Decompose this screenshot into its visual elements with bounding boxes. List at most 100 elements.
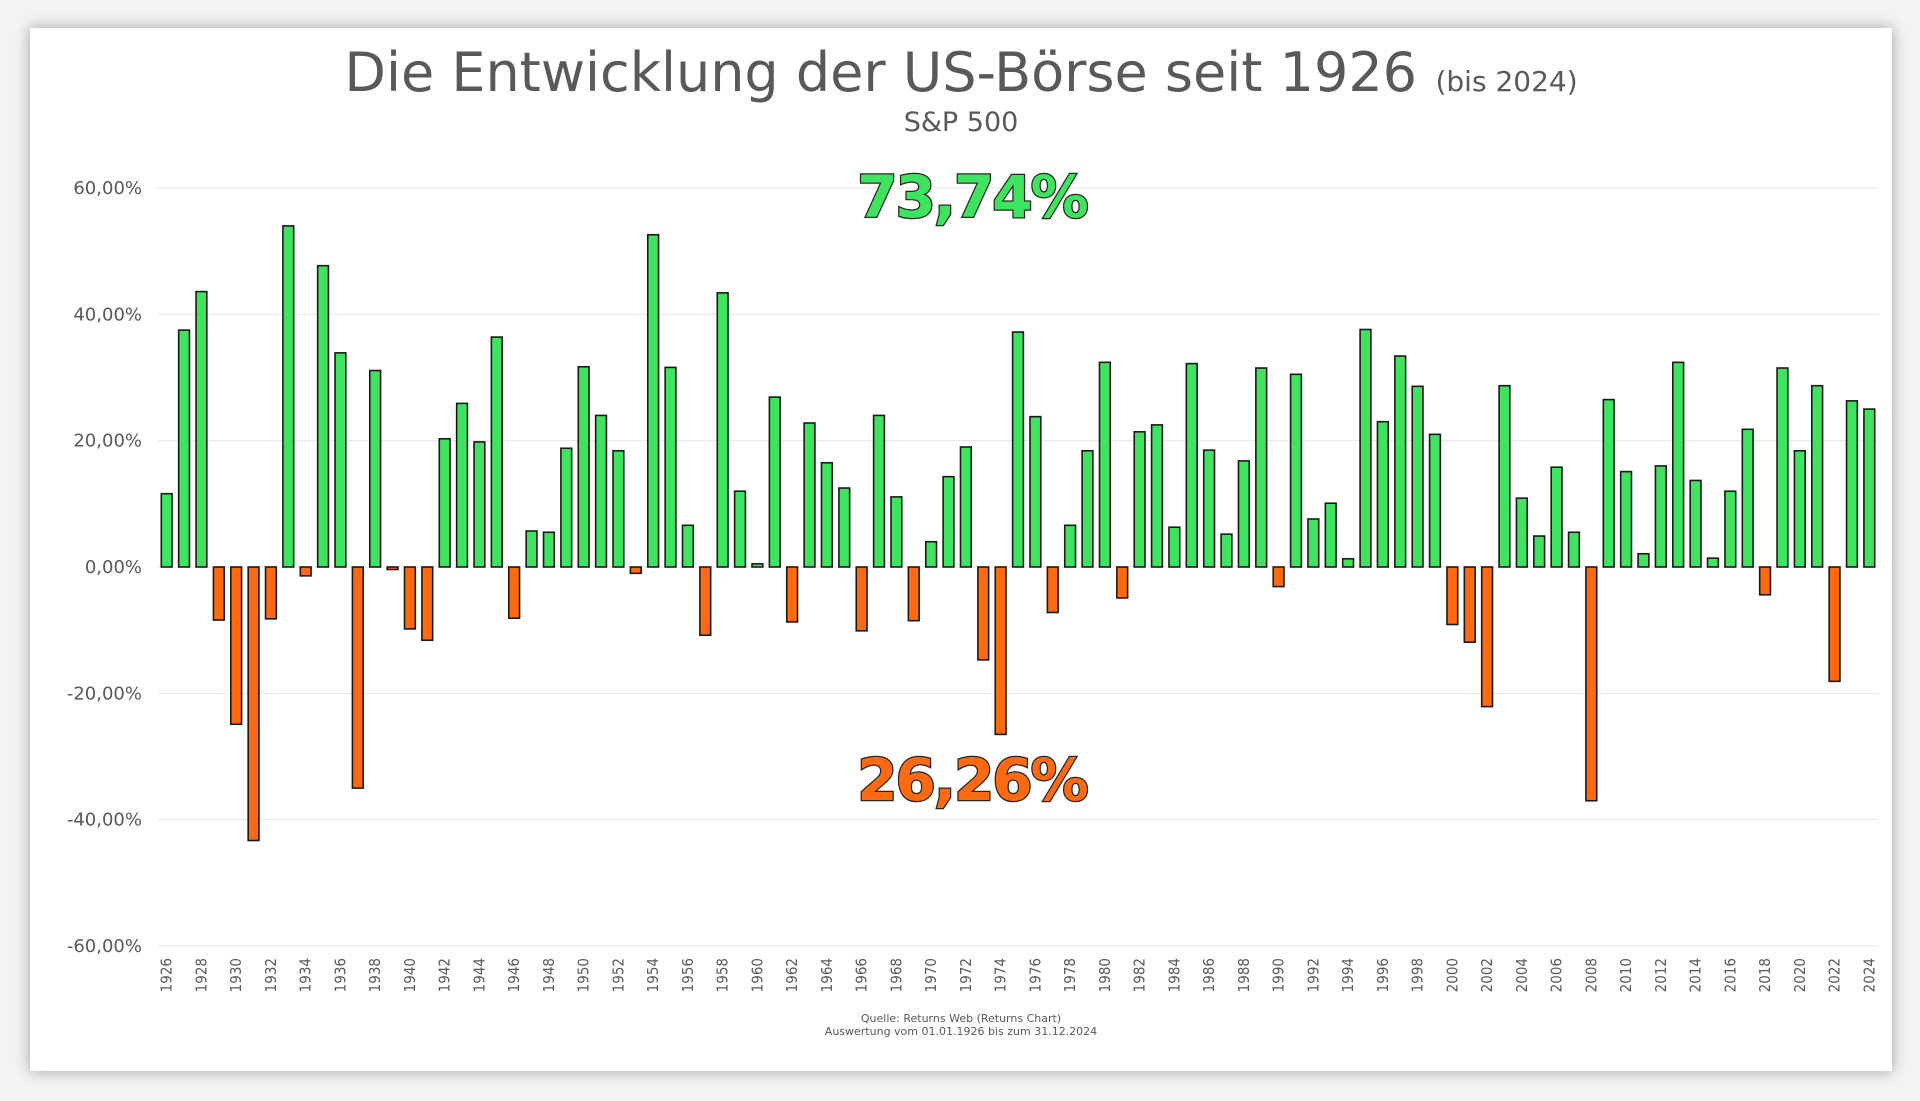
bar-1969: [907, 566, 920, 622]
chart-title-main: Die Entwicklung der US-Börse seit 1926: [344, 41, 1417, 104]
x-tick-label: 2004: [1513, 958, 1531, 992]
x-tick-label: 1958: [714, 958, 732, 992]
bar-1988: [1237, 460, 1251, 568]
bar-1998: [1411, 385, 1424, 568]
bar-1989: [1255, 367, 1268, 568]
bar-1942: [438, 437, 451, 568]
bar-1990: [1272, 566, 1285, 588]
x-tick-label: 1994: [1339, 958, 1357, 992]
bar-2007: [1567, 531, 1581, 568]
x-tick-label: 1972: [957, 958, 975, 992]
bar-1929: [212, 566, 225, 621]
chart: Die Entwicklung der US-Börse seit 1926 (…: [67, 41, 1879, 1038]
bar-2015: [1706, 557, 1720, 568]
bar-2020: [1793, 449, 1807, 568]
bar-1983: [1150, 424, 1164, 568]
bar-1945: [490, 336, 503, 568]
bar-1953: [629, 566, 642, 575]
bar-2021: [1811, 384, 1824, 568]
x-tick-label: 2020: [1791, 958, 1809, 992]
x-tick-label: 1992: [1304, 958, 1322, 992]
x-tick-label: 1976: [1026, 958, 1044, 992]
bar-1958: [716, 292, 729, 568]
bar-1976: [1029, 415, 1042, 568]
x-tick-label: 1990: [1270, 958, 1288, 992]
x-tick-label: 2002: [1478, 958, 1496, 992]
bar-1978: [1063, 524, 1077, 568]
bar-2014: [1689, 479, 1702, 568]
bar-2004: [1515, 497, 1529, 568]
x-tick-label: 2006: [1548, 958, 1566, 992]
bar-1947: [525, 530, 538, 568]
bar-1966: [855, 566, 868, 632]
bar-1967: [872, 414, 886, 568]
x-tick-label: 1966: [853, 958, 871, 992]
bar-1985: [1185, 362, 1198, 568]
bar-1943: [455, 402, 469, 568]
y-tick-label: 40,00%: [73, 304, 142, 325]
bar-1984: [1168, 526, 1181, 568]
chart-subtitle: S&P 500: [904, 107, 1019, 138]
bar-1939: [386, 566, 399, 571]
x-axis-ticks: 1926 1928 1930 1932 1934 1936 1938 1940 1942 1944…: [158, 958, 1879, 992]
bar-1999: [1428, 433, 1442, 568]
x-tick-label: 1954: [644, 958, 662, 992]
x-tick-label: 1968: [887, 958, 905, 992]
bar-1991: [1289, 373, 1303, 568]
x-tick-label: 1926: [158, 958, 176, 992]
bar-2002: [1480, 566, 1494, 708]
bar-2024: [1863, 408, 1876, 568]
y-tick-label: 60,00%: [73, 178, 142, 199]
bar-1949: [560, 447, 573, 568]
source-line-1: Quelle: Returns Web (Returns Chart): [861, 1012, 1061, 1025]
y-tick-label: 20,00%: [73, 431, 142, 452]
x-tick-label: 1938: [366, 958, 384, 992]
bar-1933: [282, 225, 295, 568]
bar-1956: [681, 524, 695, 568]
bar-1994: [1341, 557, 1355, 568]
bar-1931: [247, 566, 260, 842]
bar-1957: [699, 566, 712, 637]
x-tick-label: 1980: [1096, 958, 1114, 992]
positive-share-label: 73,74%: [857, 163, 1087, 231]
x-tick-label: 2012: [1652, 958, 1670, 992]
bar-1993: [1324, 502, 1337, 568]
x-tick-label: 2024: [1860, 958, 1878, 992]
x-tick-label: 1932: [262, 958, 280, 992]
x-tick-label: 1930: [227, 958, 245, 992]
chart-card: Die Entwicklung der US-Börse seit 1926 (…: [30, 28, 1892, 1071]
x-tick-label: 1962: [783, 958, 801, 992]
bar-2011: [1637, 552, 1650, 568]
bar-1930: [230, 566, 243, 726]
x-tick-label: 1988: [1235, 958, 1253, 992]
x-tick-label: 1936: [331, 958, 349, 992]
bars: [160, 225, 1876, 842]
x-tick-label: 2008: [1582, 958, 1600, 992]
bar-1928: [195, 290, 208, 568]
x-tick-label: 1970: [922, 958, 940, 992]
bar-1955: [664, 366, 677, 568]
bar-1941: [421, 566, 434, 642]
bar-1975: [1011, 331, 1025, 568]
bar-1936: [334, 352, 347, 568]
bar-1992: [1307, 518, 1320, 568]
x-tick-label: 1928: [192, 958, 210, 992]
bar-1944: [473, 441, 486, 568]
bar-2022: [1828, 566, 1841, 683]
bar-1954: [646, 233, 660, 568]
chart-title: Die Entwicklung der US-Börse seit 1926 (…: [344, 41, 1577, 104]
bar-2001: [1463, 566, 1476, 643]
bar-1982: [1133, 431, 1146, 568]
bar-2013: [1672, 361, 1685, 568]
x-tick-label: 1998: [1409, 958, 1427, 992]
bar-1977: [1046, 566, 1059, 614]
bar-1979: [1081, 449, 1094, 568]
bar-1973: [977, 566, 990, 661]
bar-1962: [785, 566, 799, 623]
bar-2008: [1585, 566, 1598, 802]
bar-1987: [1220, 533, 1233, 568]
x-tick-label: 2018: [1756, 958, 1774, 992]
bar-1980: [1098, 361, 1112, 568]
bar-1996: [1376, 420, 1390, 568]
x-tick-label: 1952: [609, 958, 627, 992]
